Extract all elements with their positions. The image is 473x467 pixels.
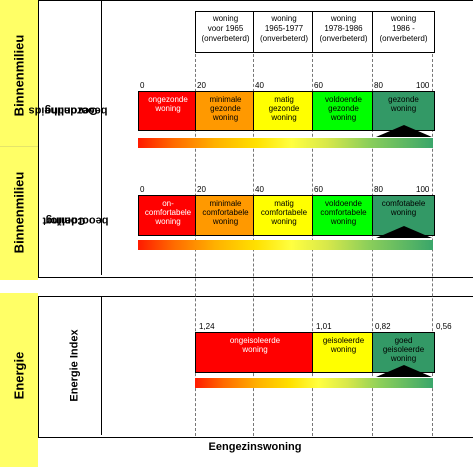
row-label-energie-index: Energie Index [68,328,81,402]
side-band-bottom [0,293,38,467]
header-cell: woning 1986 - (onverbeterd) [372,11,435,53]
row-label-comfort: Comfort beoordeling [42,214,108,227]
category-segment: ongezonde woning [138,91,198,131]
position-marker-triangle [376,125,432,137]
category-segment: minimale gezonde woning [195,91,256,131]
gradient-bar [138,240,433,250]
category-segment: matig gezonde woning [253,91,315,131]
tick-label: 80 [374,81,383,90]
category-segment: ongeisoleerde woning [195,332,315,373]
tick-label: 0 [140,81,145,90]
tick-label: 40 [255,185,264,194]
category-segment: minimale comfortabele woning [195,195,256,236]
category-segment: voldoende gezonde woning [312,91,375,131]
tick-label: 40 [255,81,264,90]
tick-label: 0,56 [436,322,452,331]
tick-label: 0,82 [375,322,391,331]
header-cell: woning 1965-1977 (onverbeterd) [253,11,315,53]
side-label-binnenmilieu-2: Binnenmilieu [11,171,27,253]
category-segment: voldoende comfortabele woning [312,195,375,236]
category-segment: geisoleerde woning [312,332,375,373]
tick-label: 60 [314,81,323,90]
tick-label: 1,01 [316,322,332,331]
tick-label: 20 [197,185,206,194]
tick-label: 100 [416,185,430,194]
panel-divider [101,297,102,435]
bottom-label: Eengezinswoning [208,441,302,453]
tick-label: 80 [374,185,383,194]
panel-divider [101,1,102,275]
side-label-binnenmilieu-1: Binnenmilieu [11,34,27,116]
tick-label: 20 [197,81,206,90]
gradient-bar [138,138,433,148]
gradient-bar [195,378,433,388]
position-marker-triangle [376,226,432,238]
position-marker-triangle [376,365,432,377]
tick-label: 100 [416,81,430,90]
side-band-top [0,0,38,280]
tick-label: 1,24 [199,322,215,331]
category-segment: matig comfortabele woning [253,195,315,236]
tick-label: 60 [314,185,323,194]
category-segment: on-comfortabele woning [138,195,198,236]
side-label-energie: Energie [11,351,27,399]
header-cell: woning voor 1965 (onverbeterd) [195,11,256,53]
tick-label: 0 [140,185,145,194]
header-cell: woning 1978-1986 (onverbeterd) [312,11,375,53]
side-band-divider [0,146,38,147]
row-label-gezondheid: Gezondheids beoordeling [28,104,108,117]
